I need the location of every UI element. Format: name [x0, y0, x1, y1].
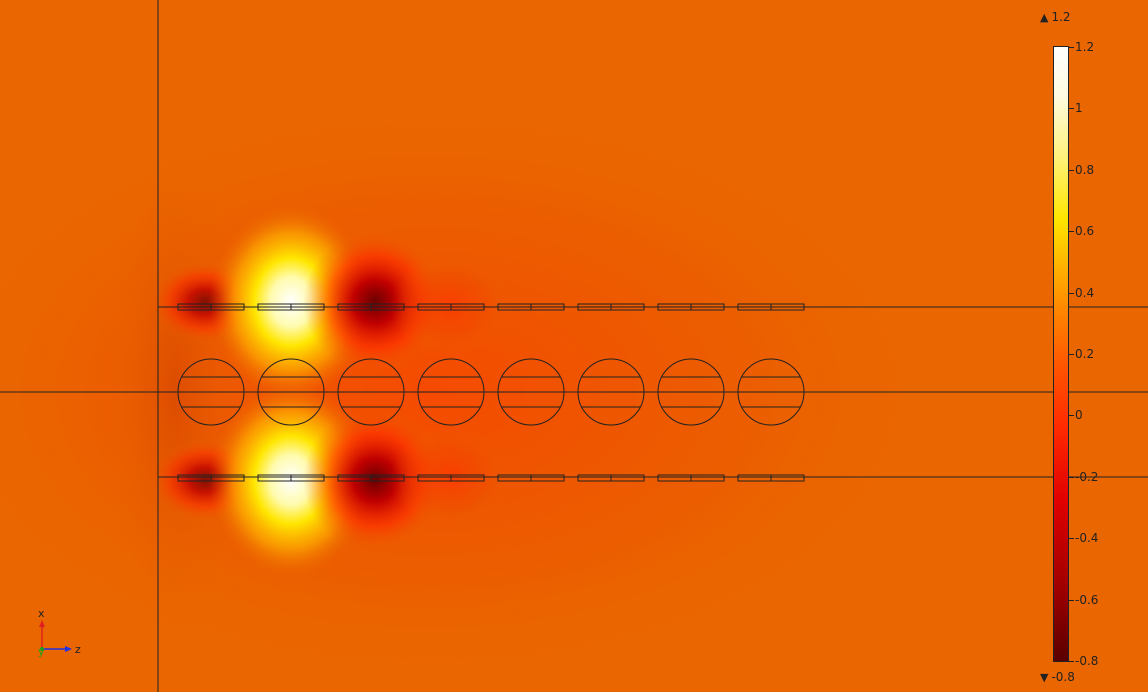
colorbar-tick-label: -0.2	[1075, 469, 1099, 484]
triangle-down-icon: ▼	[1040, 671, 1049, 684]
triad-y-label: y	[38, 645, 45, 658]
resonator-circle	[337, 358, 405, 426]
colorbar-tick-label: 0.4	[1075, 285, 1095, 300]
resonator-circle	[737, 358, 805, 426]
colorbar-tick	[1069, 538, 1074, 540]
colorbar-tick-label: 1	[1075, 101, 1083, 116]
triangle-up-icon: ▲	[1040, 11, 1049, 24]
colorbar-tick	[1069, 476, 1074, 478]
colorbar-tick-label: -0.4	[1075, 531, 1099, 546]
triad-z-label: z	[75, 643, 81, 656]
resonator-circle	[497, 358, 565, 426]
colorbar-tick-label: 0.8	[1075, 162, 1095, 177]
colorbar-tick	[1069, 599, 1074, 601]
colorbar-tick-label: 1.2	[1075, 40, 1095, 54]
colorbar-tick-label: 0.2	[1075, 347, 1095, 361]
colorbar-tick	[1069, 47, 1074, 48]
colorbar-tick	[1069, 231, 1074, 233]
colorbar-tick-label: 0.6	[1075, 224, 1095, 239]
colorbar-tick-label: -0.8	[1075, 654, 1099, 668]
resonator-circle	[417, 358, 485, 426]
colorbar-tick-label: -0.6	[1075, 592, 1099, 607]
colorbar-max-label: ▲ 1.2	[1040, 10, 1071, 24]
colorbar-tick-label: 0	[1075, 408, 1083, 423]
field-cold-top-4	[390, 255, 510, 355]
colorbar-tick	[1069, 354, 1074, 355]
colorbar	[1053, 46, 1069, 662]
triad-x-label: x	[38, 607, 45, 620]
geometry-group	[177, 303, 805, 482]
colorbar-tick	[1069, 292, 1074, 294]
resonator-circle	[177, 358, 245, 426]
axis-triad: x y z	[38, 607, 81, 658]
resonator-circle	[577, 358, 645, 426]
resonator-circle	[657, 358, 725, 426]
colorbar-tick	[1069, 415, 1074, 417]
colorbar-tick	[1069, 169, 1074, 171]
resonator-circle	[257, 358, 325, 426]
colorbar-tick	[1069, 661, 1074, 662]
colorbar-tick	[1069, 108, 1074, 110]
colorbar-min-label: ▼ -0.8	[1040, 670, 1075, 684]
